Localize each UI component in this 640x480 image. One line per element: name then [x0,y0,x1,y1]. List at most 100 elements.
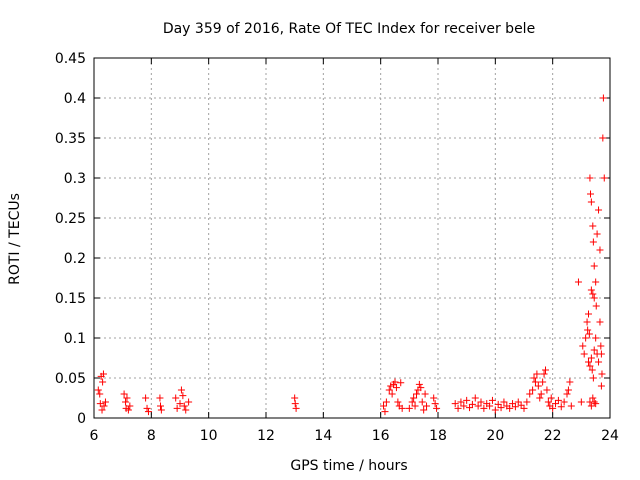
data-point [587,198,595,206]
data-point [595,206,603,214]
data-point [583,318,591,326]
data-point [433,404,441,412]
data-point [410,394,418,402]
data-point [585,358,592,366]
data-point [418,398,426,406]
x-tick-label: 6 [90,428,99,444]
data-point [564,386,572,394]
data-point [292,404,300,412]
x-tick-label: 14 [314,428,332,444]
data-point [466,404,474,412]
data-point [381,408,389,416]
data-point [589,394,597,402]
data-points [94,94,608,416]
data-point [596,246,604,254]
plot-frame [93,57,611,419]
data-point [430,394,438,402]
data-point [157,406,165,414]
data-point [96,390,104,398]
y-tick-label: 0.45 [55,51,86,67]
data-point [595,358,603,366]
y-axis-label: ROTI / TECUs [7,193,23,285]
data-point [411,402,419,410]
data-point [156,394,164,402]
tick-marks [93,57,611,419]
data-point [394,398,402,406]
data-point [589,222,597,230]
x-tick-label: 24 [601,428,619,444]
x-axis-label: GPS time / hours [290,458,407,474]
data-point [124,406,132,414]
data-point [468,400,476,408]
x-tick-labels: 6 8 10 12 14 16 18 20 22 24 [90,428,619,444]
data-point [590,346,598,354]
data-point [587,402,595,410]
x-tick-label: 22 [544,428,562,444]
data-point [544,398,552,406]
data-point [471,394,479,402]
data-point [460,402,468,410]
data-point [431,400,439,408]
data-point [598,370,606,378]
data-point [173,404,181,412]
data-point [180,402,188,410]
data-point [540,370,548,378]
data-point [157,402,165,410]
data-point [99,370,107,378]
data-point [142,394,150,402]
data-point [388,390,396,398]
data-point [596,318,604,326]
data-point [537,390,545,398]
data-point [530,374,538,382]
data-point [415,380,423,388]
data-point [590,262,598,270]
data-point [96,400,104,408]
data-point [566,378,574,386]
data-point [474,402,482,410]
data-point [587,286,595,294]
data-point [542,366,549,374]
data-point [587,190,595,198]
y-tick-label: 0.2 [64,251,86,267]
data-point [176,400,184,408]
data-point [477,398,485,406]
data-point [413,390,420,398]
data-point [592,302,600,310]
data-point [480,404,488,412]
data-point [531,378,539,386]
data-point [600,174,608,182]
data-point [560,398,568,406]
data-point [185,398,193,406]
data-point [534,382,542,390]
data-point [398,404,406,412]
data-point [529,386,537,394]
data-point [585,310,592,318]
data-point [101,398,109,406]
data-point [592,278,600,286]
data-point [539,378,547,386]
data-point [584,326,592,334]
y-tick-label: 0.05 [55,371,86,387]
data-point [382,398,390,406]
x-tick-label: 12 [257,428,275,444]
data-point [585,330,593,338]
data-point [567,402,575,410]
data-point [586,174,594,182]
data-point [177,386,185,394]
data-point [291,394,299,402]
data-point [554,396,562,404]
data-point [592,334,600,342]
data-point [547,394,555,402]
data-point [391,378,399,386]
data-point [392,384,400,392]
data-point [500,398,508,406]
data-point [589,290,597,298]
data-point [494,400,502,408]
data-point [497,404,505,412]
data-point [100,402,108,410]
y-tick-label: 0.4 [64,91,86,107]
data-point [423,402,431,410]
data-point [463,396,471,404]
data-point [291,400,299,408]
data-point [586,362,594,370]
